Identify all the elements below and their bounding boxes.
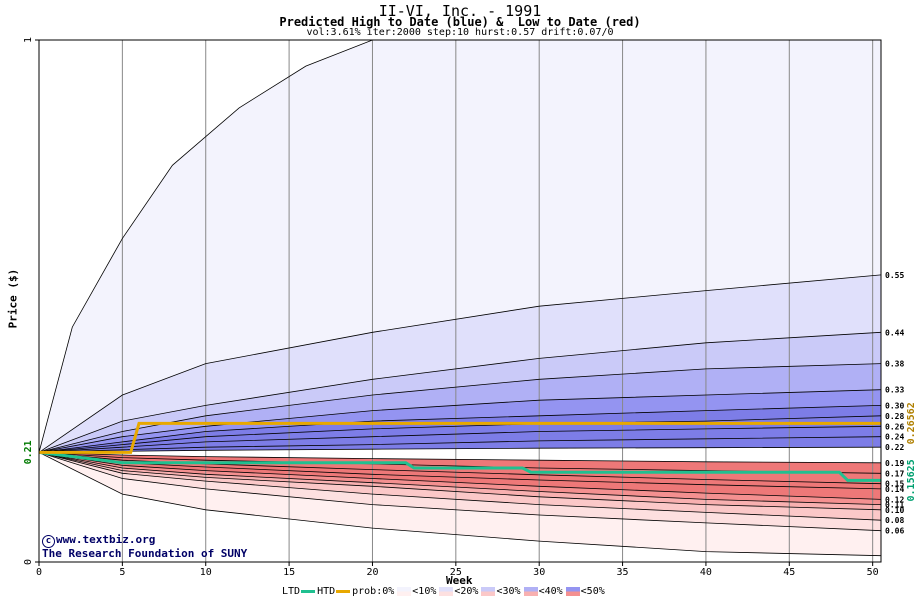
x-tick-label-7: 35 — [617, 567, 629, 578]
credit-org: The Research Foundation of SUNY — [42, 547, 248, 560]
high-band-7 — [39, 426, 881, 453]
legend-ltd-label: LTD — [282, 586, 301, 597]
high-level-label-4: 0.30 — [885, 401, 904, 410]
legend-bin-30: <30% — [496, 586, 521, 597]
y-tick-label-1: 1 — [23, 37, 34, 43]
y-axis-label: Price ($) — [6, 268, 20, 329]
low-level-label-6: 0.10 — [885, 506, 904, 515]
x-tick-label-8: 40 — [700, 567, 712, 578]
low-level-label-2: 0.15 — [885, 480, 904, 489]
high-band-8 — [39, 436, 881, 453]
x-tick-label-0: 0 — [36, 567, 42, 578]
low-level-label-0: 0.19 — [885, 459, 904, 468]
high-curve-8 — [38, 436, 882, 453]
high-curve-5 — [38, 405, 882, 453]
legend: LTD HTD prob:0% <10% <20% <30% <40% <50% — [282, 586, 605, 600]
start-price-label: 0.21 — [23, 440, 34, 464]
high-level-label-7: 0.24 — [885, 433, 904, 442]
high-level-label-1: 0.44 — [885, 328, 904, 337]
high-curve-3 — [38, 363, 882, 453]
low-band-0 — [39, 452, 881, 474]
x-tick-label-2: 10 — [200, 567, 212, 578]
legend-bin-swatch-2 — [481, 587, 496, 596]
low-level-label-5: 0.11 — [885, 501, 904, 510]
chart-params: vol:3.61% iter:2000 step:10 hurst:0.57 d… — [306, 27, 614, 38]
copyright-icon: c — [42, 535, 55, 548]
low-curve-6 — [38, 452, 882, 511]
chart-subtitle: Predicted High to Date (blue) & Low to D… — [279, 15, 641, 29]
high-band-5 — [39, 405, 881, 453]
legend-bin-swatch-1 — [439, 587, 454, 596]
low-band-4 — [39, 452, 881, 505]
high-level-label-0: 0.55 — [885, 271, 904, 280]
legend-ltd-swatch — [301, 590, 316, 593]
low-level-label-4: 0.12 — [885, 495, 904, 504]
x-tick-label-3: 15 — [283, 567, 295, 578]
ltd-series-line — [38, 450, 881, 482]
high-band-0 — [39, 40, 881, 453]
credit-block: c www.textbiz.org The Research Foundation… — [42, 534, 247, 560]
htd-final-marker: 0.26562 — [906, 402, 917, 444]
high-band-4 — [39, 389, 881, 453]
high-level-label-6: 0.26 — [885, 422, 904, 431]
legend-prob-label: prob:0% — [352, 586, 395, 597]
plot-frame — [38, 39, 882, 563]
legend-bin-swatch-3 — [523, 587, 538, 596]
high-band-6 — [39, 415, 881, 453]
high-curve-6 — [38, 415, 882, 453]
low-curve-8 — [38, 452, 882, 532]
x-tick-label-9: 45 — [783, 567, 795, 578]
low-band-5 — [39, 452, 881, 510]
high-band-3 — [39, 363, 881, 453]
x-tick-label-6: 30 — [533, 567, 545, 578]
y-tick-label-0: 0 — [23, 559, 34, 565]
x-axis-label: Week — [446, 574, 473, 587]
low-curve-7 — [38, 452, 882, 521]
legend-htd-swatch — [336, 590, 351, 593]
x-tick-label-5: 25 — [450, 567, 462, 578]
x-tick-label-10: 50 — [867, 567, 879, 578]
legend-bin-50: <50% — [580, 586, 605, 597]
low-band-8 — [39, 452, 881, 556]
legend-bin-swatch-4 — [565, 587, 580, 596]
low-level-label-8: 0.06 — [885, 527, 904, 536]
high-level-label-2: 0.38 — [885, 360, 904, 369]
low-curve-0 — [38, 452, 882, 464]
high-band-1 — [39, 274, 881, 453]
high-curve-4 — [38, 389, 882, 453]
htd-series-line — [39, 421, 881, 454]
high-level-label-3: 0.33 — [885, 386, 904, 395]
legend-bin-swatch-0 — [397, 587, 412, 596]
high-curve-1 — [38, 274, 882, 453]
low-curve-9 — [38, 452, 882, 557]
legend-bin-10: <10% — [412, 586, 437, 597]
low-band-3 — [39, 452, 881, 500]
x-tick-label-4: 20 — [366, 567, 378, 578]
high-level-label-8: 0.22 — [885, 443, 904, 452]
low-curve-5 — [38, 452, 882, 505]
low-level-label-7: 0.08 — [885, 516, 904, 525]
low-curve-4 — [38, 452, 882, 500]
credit-url: www.textbiz.org — [56, 533, 156, 546]
x-tick-label-1: 5 — [119, 567, 125, 578]
high-curve-7 — [38, 425, 882, 453]
low-level-label-3: 0.14 — [885, 485, 904, 494]
low-band-2 — [39, 452, 881, 489]
high-band-2 — [39, 332, 881, 453]
low-level-label-1: 0.17 — [885, 469, 904, 478]
chart-title: II-VI, Inc. - 1991 — [378, 2, 542, 20]
legend-htd-label: HTD — [317, 586, 336, 597]
legend-bin-20: <20% — [454, 586, 479, 597]
ltd-final-marker: 0.15625 — [906, 459, 917, 501]
high-level-label-5: 0.28 — [885, 412, 904, 421]
low-curve-2 — [38, 452, 882, 485]
legend-bin-40: <40% — [538, 586, 563, 597]
high-curve-2 — [38, 331, 882, 453]
